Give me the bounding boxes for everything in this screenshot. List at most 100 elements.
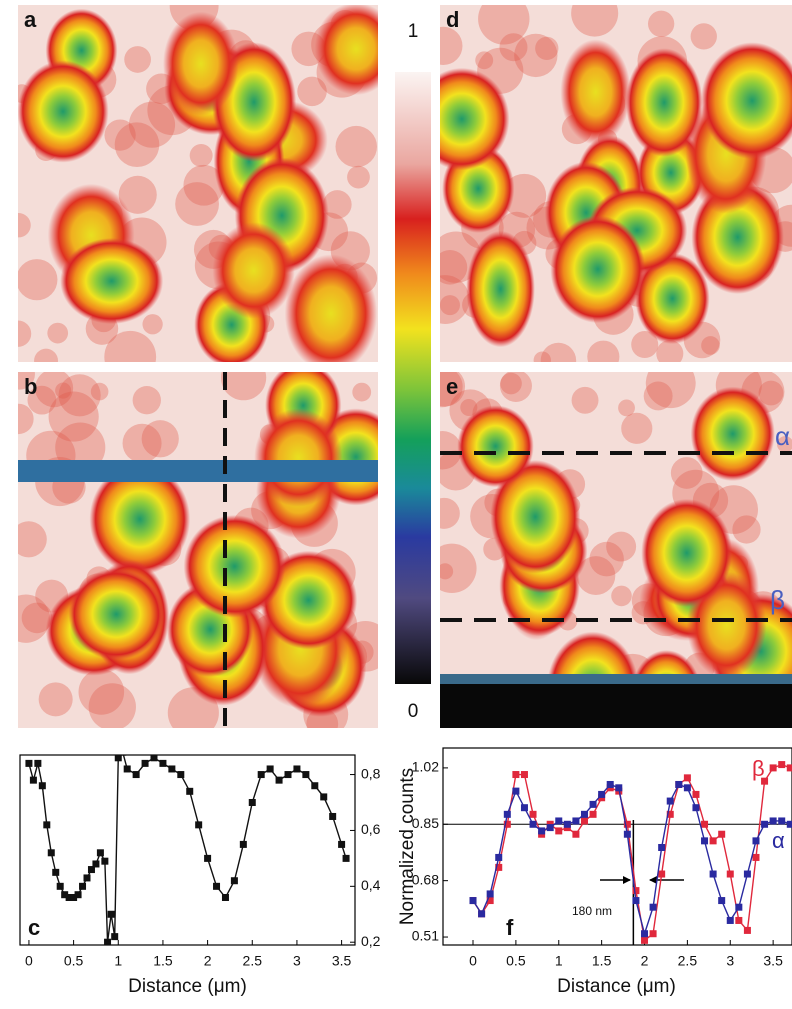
blob	[60, 237, 164, 325]
blob	[690, 386, 775, 482]
speckle	[78, 669, 125, 715]
marker	[589, 810, 597, 818]
speckle	[440, 543, 477, 594]
marker	[666, 810, 674, 818]
marker	[25, 759, 33, 767]
marker	[623, 830, 631, 838]
speckle	[701, 336, 720, 355]
speckle	[132, 386, 161, 415]
panel-label: b	[24, 374, 37, 399]
marker	[786, 764, 792, 772]
plot-frame	[19, 754, 356, 946]
marker	[338, 840, 346, 848]
marker	[495, 863, 503, 871]
blob	[18, 60, 109, 163]
x-tick-label: 1	[114, 953, 122, 969]
x-tick-label: 2.5	[243, 953, 263, 969]
marker	[623, 820, 631, 828]
speckle	[322, 190, 352, 219]
marker	[168, 765, 176, 773]
marker	[52, 868, 60, 876]
speckle	[142, 314, 163, 335]
speckle	[18, 372, 35, 390]
speckle	[34, 348, 58, 362]
marker	[615, 784, 623, 792]
y-tick-label: 0,8	[361, 765, 381, 781]
speckle	[571, 5, 619, 37]
marker	[92, 860, 100, 868]
speckle	[478, 5, 530, 45]
speckle	[533, 351, 551, 362]
series-group	[25, 755, 350, 945]
blob	[466, 230, 535, 348]
speckle	[732, 515, 761, 544]
speckle	[440, 250, 468, 285]
marker	[778, 817, 786, 825]
marker	[248, 799, 256, 806]
speckle	[118, 175, 157, 214]
panel-label: a	[24, 7, 37, 32]
x-axis-label: Distance (μm)	[557, 976, 676, 997]
marker	[47, 849, 55, 857]
marker	[589, 800, 597, 808]
speckle	[114, 122, 160, 168]
colorbar	[395, 72, 431, 684]
speckle	[27, 385, 57, 415]
marker	[132, 771, 140, 779]
marker	[692, 790, 700, 798]
series-group	[469, 761, 792, 944]
marker	[580, 817, 588, 825]
marker	[257, 771, 265, 779]
y-tick-label: 0.85	[412, 815, 439, 831]
marker	[649, 903, 657, 911]
marker	[658, 843, 666, 851]
speckle	[189, 143, 213, 167]
marker	[177, 771, 185, 779]
x-tick-label: 2.5	[678, 953, 698, 969]
speckle	[440, 295, 460, 316]
speckle	[122, 423, 162, 463]
marker	[213, 882, 221, 890]
marker	[606, 780, 614, 788]
marker	[204, 854, 212, 862]
speckle	[647, 10, 675, 37]
speckle	[38, 682, 73, 717]
speckle	[58, 374, 101, 417]
marker	[478, 910, 486, 918]
x-tick-label: 1	[555, 953, 563, 969]
marker	[70, 894, 78, 901]
blob	[183, 514, 286, 618]
marker	[159, 759, 167, 767]
blob	[641, 498, 733, 607]
speckle	[460, 398, 478, 417]
speckle	[606, 531, 637, 562]
blob	[635, 252, 710, 345]
marker	[38, 782, 46, 790]
marker	[74, 891, 82, 899]
speckle	[690, 23, 717, 50]
speckle	[18, 259, 58, 301]
speckle	[124, 46, 151, 73]
x-tick-label: 0.5	[506, 953, 526, 969]
speckle	[128, 101, 176, 148]
marker	[56, 882, 64, 890]
marker	[320, 793, 328, 801]
x-tick-label: 2	[204, 953, 212, 969]
speckle	[297, 76, 327, 107]
y-tick-label: 1.02	[412, 759, 439, 775]
marker	[743, 870, 751, 878]
marker	[221, 894, 229, 901]
marker	[572, 817, 580, 825]
speckle	[631, 331, 659, 359]
speckle	[55, 382, 72, 399]
speckle	[499, 33, 528, 62]
colorbar-max: 1	[408, 21, 419, 42]
marker	[61, 891, 69, 899]
blob	[314, 5, 378, 96]
speckle	[104, 330, 157, 362]
marker	[495, 853, 503, 861]
speckle	[90, 382, 109, 401]
arrow-head	[649, 876, 657, 884]
marker	[469, 897, 477, 905]
marker	[709, 837, 717, 845]
